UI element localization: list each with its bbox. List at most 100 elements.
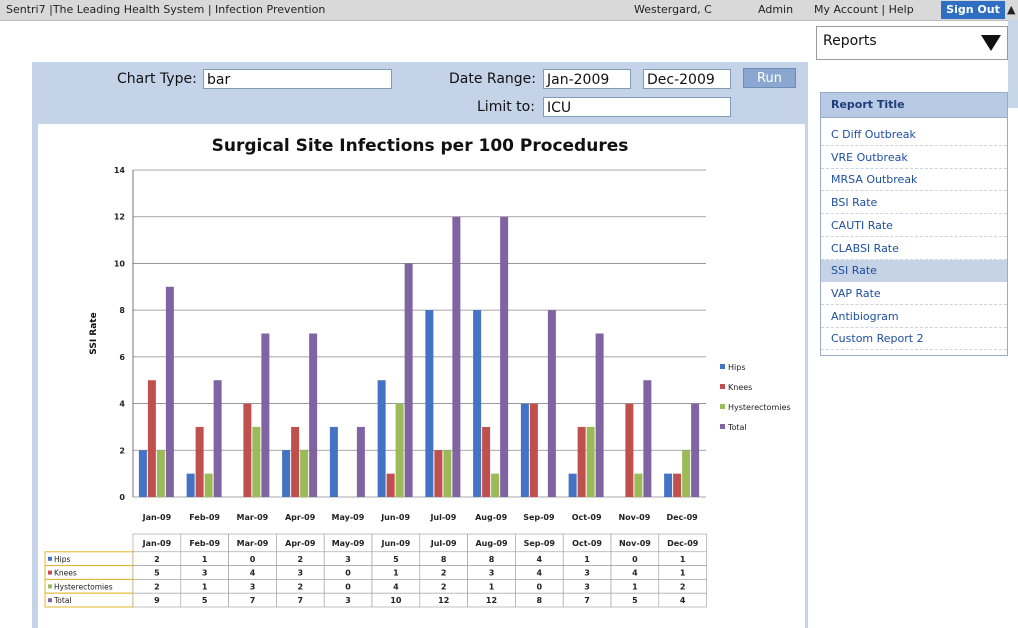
bar-hysterectomies-nov-09 <box>634 473 643 497</box>
run-button[interactable]: Run <box>743 68 796 88</box>
x-tick-label: Feb-09 <box>189 513 220 522</box>
chart-type-input[interactable]: bar <box>203 69 392 89</box>
table-cell-value: 8 <box>441 555 447 564</box>
table-header-label: Aug-09 <box>475 539 508 548</box>
table-cell-value: 5 <box>202 596 208 605</box>
table-cell-value: 1 <box>680 555 686 564</box>
report-item-antibiogram[interactable]: Antibiogram <box>821 306 1007 328</box>
table-cell-value: 0 <box>537 582 543 591</box>
bar-hips-jun-09 <box>377 380 386 497</box>
bar-hysterectomies-dec-09 <box>682 450 691 497</box>
x-tick-label: Mar-09 <box>236 513 268 522</box>
bar-knees-dec-09 <box>673 473 682 497</box>
table-header-label: Jan-09 <box>142 539 172 548</box>
bar-total-mar-09 <box>261 333 270 497</box>
table-cell-value: 3 <box>298 569 304 578</box>
limit-to-label: Limit to: <box>477 99 535 115</box>
bar-knees-nov-09 <box>625 403 634 497</box>
table-header-label: Oct-09 <box>572 539 602 548</box>
table-cell-value: 4 <box>537 569 543 578</box>
bar-knees-jun-09 <box>386 473 395 497</box>
report-item-ssi-rate[interactable]: SSI Rate <box>821 260 1007 283</box>
report-item-bsi-rate[interactable]: BSI Rate <box>821 192 1007 215</box>
y-tick-label: 2 <box>119 446 125 455</box>
table-cell-value: 2 <box>154 582 160 591</box>
report-item-mrsa-outbreak[interactable]: MRSA Outbreak <box>821 169 1007 192</box>
table-cell-value: 3 <box>250 582 256 591</box>
table-cell-value: 2 <box>298 555 304 564</box>
report-title-panel: Report Title C Diff Outbreak VRE Outbreak… <box>820 92 1008 356</box>
legend-swatch-total <box>720 424 725 429</box>
bar-total-sep-09 <box>547 310 556 497</box>
table-header-label: Jul-09 <box>430 539 457 548</box>
bar-knees-aug-09 <box>482 426 491 497</box>
table-cell-value: 3 <box>345 596 351 605</box>
table-cell-value: 10 <box>390 596 402 605</box>
bar-total-jun-09 <box>404 263 413 497</box>
table-cell-value: 5 <box>632 596 638 605</box>
legend-swatch-hips <box>720 364 725 369</box>
table-header-label: Feb-09 <box>189 539 220 548</box>
x-tick-label: Jan-09 <box>142 513 172 522</box>
reports-dropdown[interactable]: Reports <box>816 26 1008 60</box>
bar-hips-aug-09 <box>473 310 482 497</box>
table-row-swatch <box>48 598 52 603</box>
bar-hips-apr-09 <box>282 450 291 497</box>
scrollbar-thumb[interactable] <box>1008 20 1018 108</box>
table-header-label: Nov-09 <box>619 539 651 548</box>
table-header-label: Dec-09 <box>667 539 699 548</box>
bar-hysterectomies-feb-09 <box>204 473 213 497</box>
date-range-label: Date Range: <box>449 71 537 87</box>
y-tick-label: 0 <box>119 493 125 502</box>
table-row-label: Hips <box>54 555 70 564</box>
dropdown-arrow-icon[interactable] <box>981 35 1001 51</box>
table-cell-value: 4 <box>537 555 543 564</box>
legend-swatch-knees <box>720 384 725 389</box>
bar-knees-jul-09 <box>434 450 443 497</box>
table-row-swatch <box>48 556 52 561</box>
table-header-label: May-09 <box>332 539 365 548</box>
user-role: Admin <box>758 3 794 16</box>
table-cell-value: 7 <box>584 596 590 605</box>
legend-swatch-hysterectomies <box>720 404 725 409</box>
table-cell-value: 8 <box>537 596 543 605</box>
report-item-c-diff-outbreak[interactable]: C Diff Outbreak <box>821 124 1007 146</box>
table-cell-value: 12 <box>486 596 497 605</box>
report-item-vap-rate[interactable]: VAP Rate <box>821 283 1007 305</box>
bar-hips-oct-09 <box>568 473 577 497</box>
bar-hips-feb-09 <box>186 473 195 497</box>
table-cell-value: 3 <box>345 555 351 564</box>
sign-out-button[interactable]: Sign Out <box>941 1 1005 19</box>
table-cell-value: 0 <box>250 555 256 564</box>
report-item-clabsi-rate[interactable]: CLABSI Rate <box>821 238 1007 260</box>
x-tick-label: Jul-09 <box>429 513 456 522</box>
date-to-input[interactable]: Dec-2009 <box>643 69 731 89</box>
bar-knees-oct-09 <box>577 426 586 497</box>
table-header-label: Sep-09 <box>524 539 556 548</box>
user-name: Westergard, C <box>634 3 712 16</box>
report-item-vre-outbreak[interactable]: VRE Outbreak <box>821 147 1007 169</box>
x-tick-label: Oct-09 <box>572 513 602 522</box>
table-cell-value: 7 <box>250 596 256 605</box>
bar-total-apr-09 <box>309 333 318 497</box>
bar-hips-sep-09 <box>520 403 529 497</box>
date-from-input[interactable]: Jan-2009 <box>543 69 631 89</box>
table-cell-value: 2 <box>680 582 686 591</box>
account-help-links[interactable]: My Account | Help <box>814 3 914 16</box>
table-cell-value: 1 <box>202 555 208 564</box>
x-tick-label: Nov-09 <box>618 513 650 522</box>
report-title-header: Report Title <box>821 93 1007 118</box>
limit-to-input[interactable]: ICU <box>543 97 731 117</box>
table-cell-value: 3 <box>584 582 590 591</box>
scroll-up-icon[interactable]: ▲ <box>1007 3 1016 16</box>
bar-total-aug-09 <box>500 216 509 497</box>
table-cell-value: 4 <box>393 582 399 591</box>
bar-total-jul-09 <box>452 216 461 497</box>
y-tick-label: 10 <box>114 259 126 268</box>
bar-hysterectomies-jun-09 <box>395 403 404 497</box>
report-item-custom-report-2[interactable]: Custom Report 2 <box>821 328 1007 351</box>
y-axis-label: SSI Rate <box>89 312 99 354</box>
table-cell-value: 1 <box>202 582 208 591</box>
report-item-cauti-rate[interactable]: CAUTI Rate <box>821 215 1007 237</box>
bar-hips-jan-09 <box>138 450 147 497</box>
